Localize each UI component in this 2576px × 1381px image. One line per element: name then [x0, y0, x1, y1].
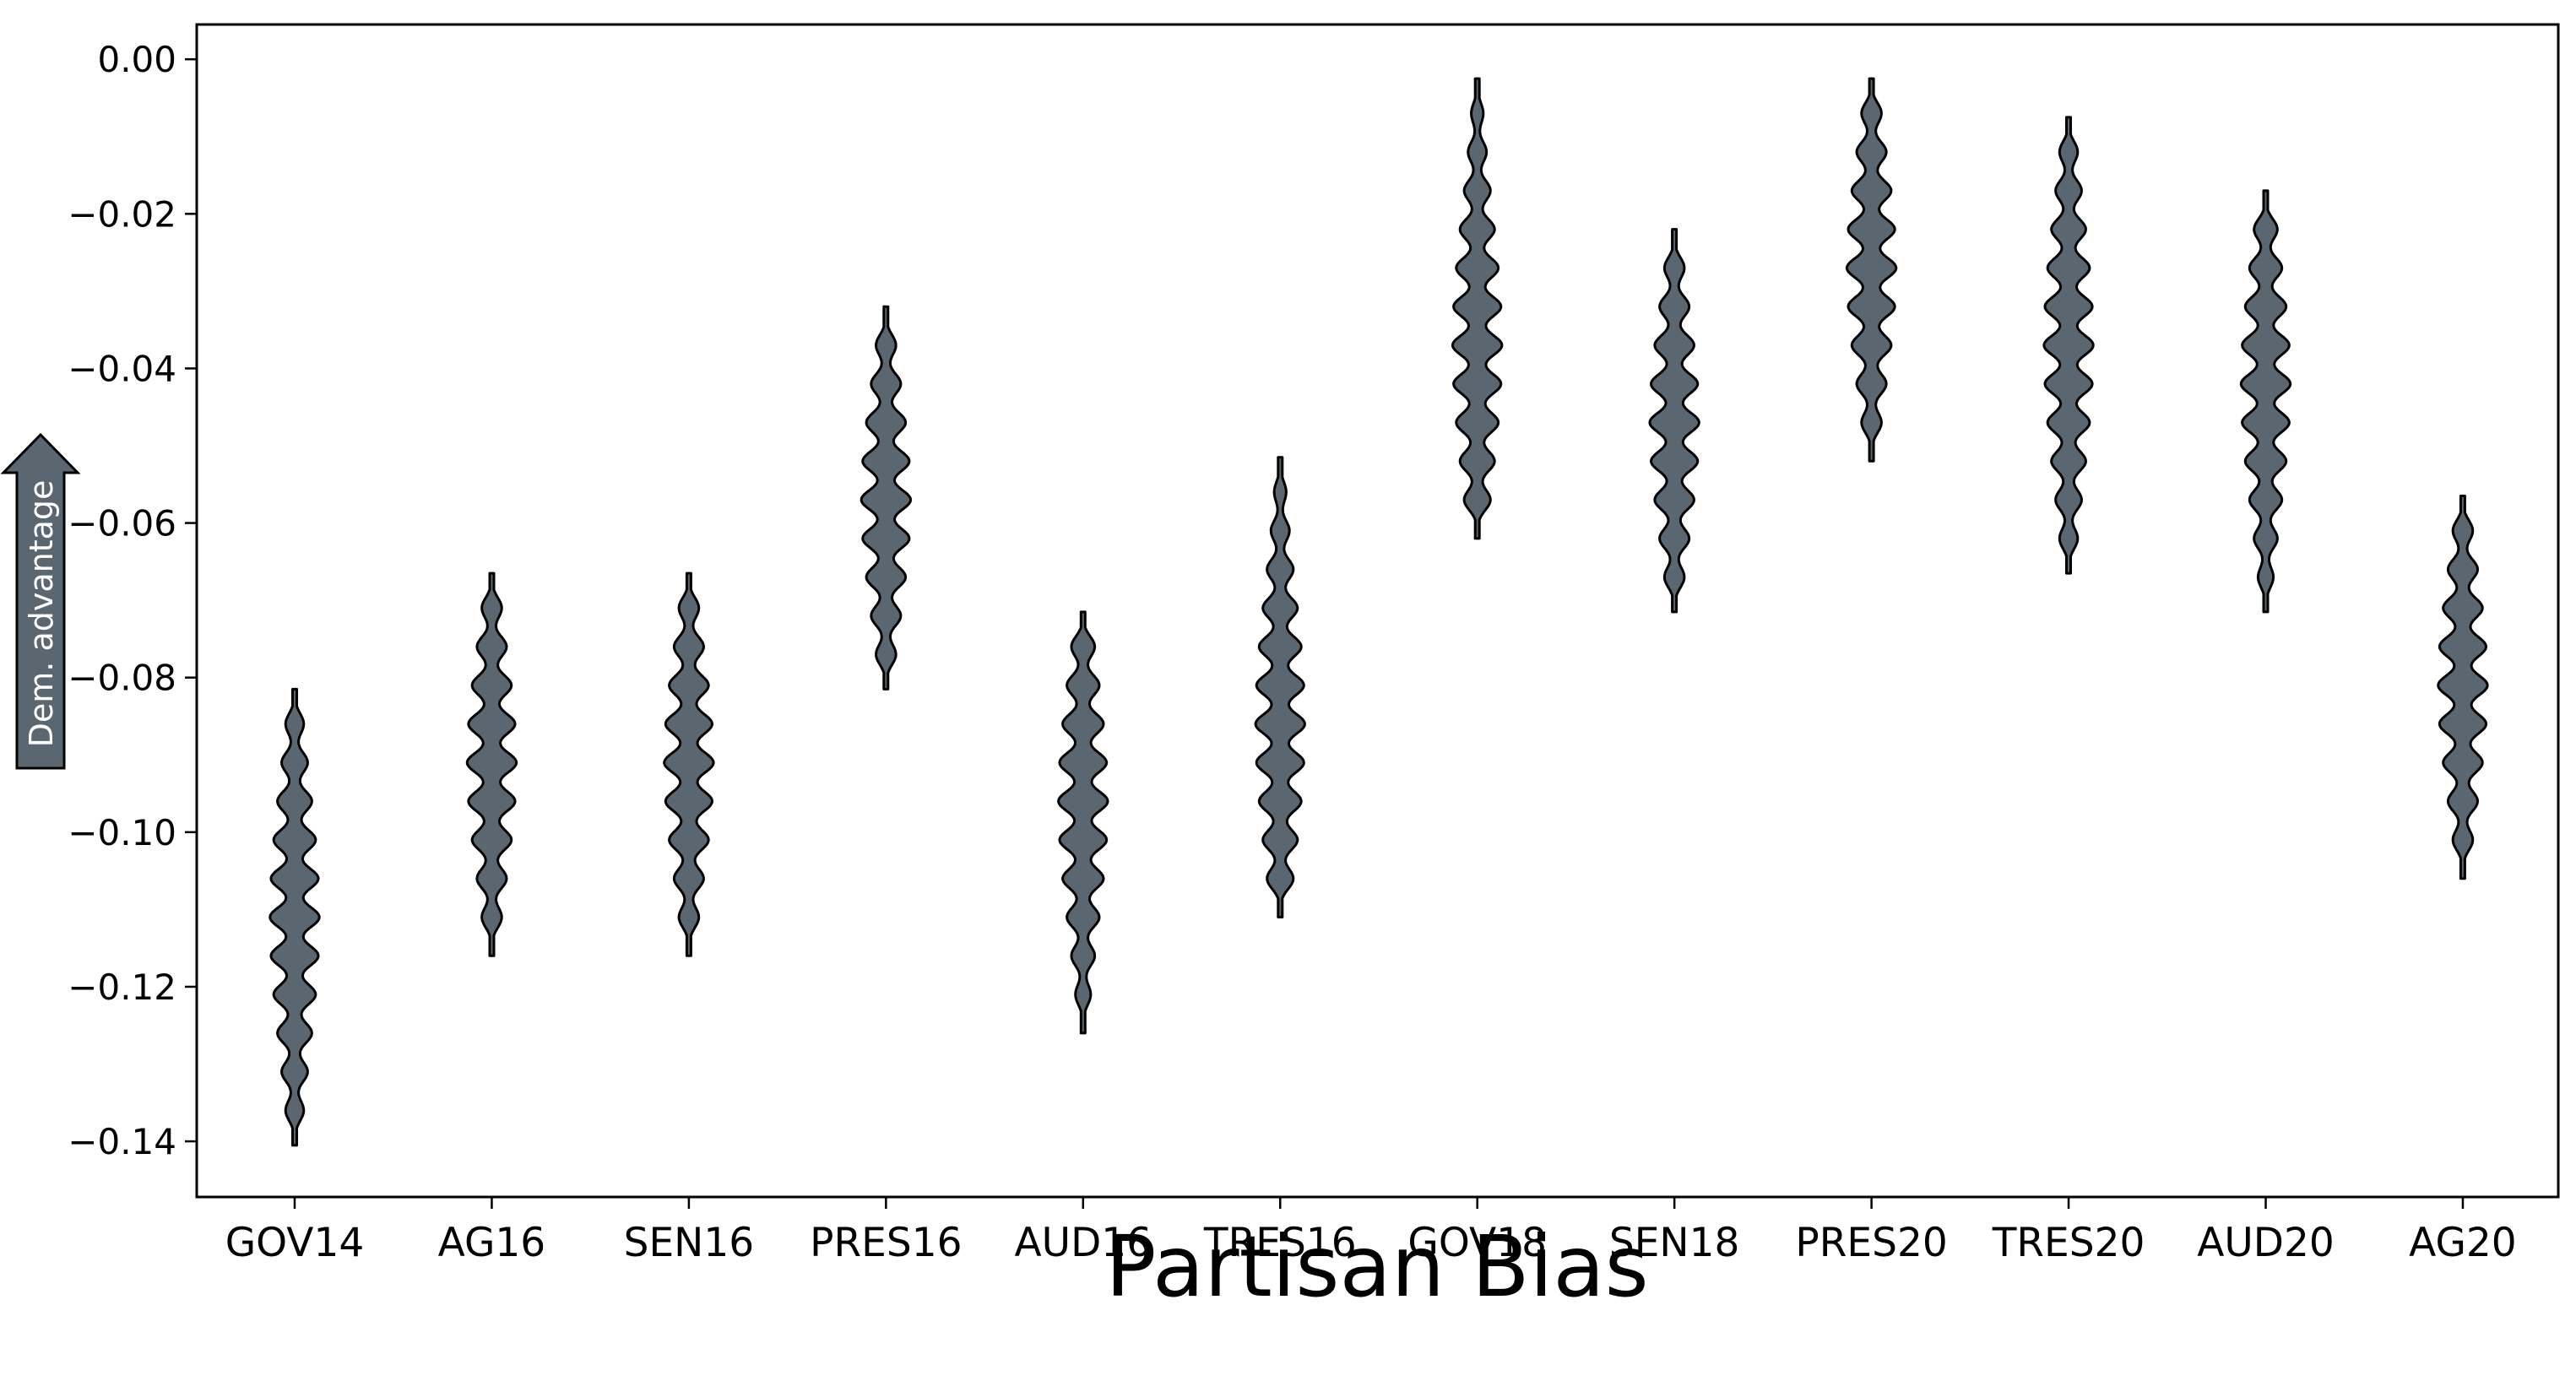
x-axis-label: Partisan Bias — [1105, 1217, 1649, 1316]
y-tick-label: −0.12 — [68, 967, 176, 1008]
y-tick-label: −0.14 — [68, 1121, 176, 1162]
x-tick-label: AG16 — [438, 1220, 546, 1266]
x-tick-label: AUD20 — [2197, 1220, 2335, 1266]
violin-tres16 — [1254, 456, 1306, 918]
x-tick-label: TRES20 — [1992, 1220, 2145, 1266]
up-arrow-icon — [0, 432, 81, 770]
y-tick-label: −0.10 — [68, 812, 176, 853]
x-tick-label: TRES16 — [1203, 1220, 1357, 1266]
violin-group — [268, 77, 2489, 1147]
x-axis: GOV14 AG16 SEN16 PRES16 AUD16 TRES16 GOV18 SEN1… — [225, 1197, 2517, 1266]
x-tick-label: GOV14 — [225, 1220, 365, 1266]
x-tick-label: AG20 — [2409, 1220, 2517, 1266]
x-tick-label: SEN16 — [624, 1220, 755, 1266]
y-tick-label: −0.08 — [68, 658, 176, 699]
x-tick-label: AUD16 — [1015, 1220, 1152, 1266]
y-axis: 0.00 −0.02 −0.04 −0.06 −0.08 −0.10 −0.12 −0.14 — [68, 39, 197, 1162]
x-tick-label: SEN18 — [1609, 1220, 1740, 1266]
y-tick-label: −0.02 — [68, 193, 176, 235]
violin-ag16 — [465, 571, 518, 957]
violin-aud16 — [1057, 610, 1109, 1035]
violin-gov14 — [268, 687, 321, 1147]
violin-aud20 — [2239, 189, 2292, 614]
dem-advantage-label: Dem. advantage — [23, 480, 60, 748]
violin-gov18 — [1451, 77, 1504, 540]
violin-tres20 — [2042, 116, 2095, 575]
plot-frame — [195, 23, 2560, 1199]
violin-sen18 — [1648, 228, 1700, 614]
x-tick-label: GOV18 — [1407, 1220, 1547, 1266]
violin-pres20 — [1845, 77, 1898, 463]
dem-advantage-annotation: Dem. advantage — [0, 432, 81, 770]
violin-sen16 — [663, 571, 715, 957]
violin-pres16 — [860, 305, 912, 690]
y-tick-label: −0.04 — [68, 348, 176, 389]
x-tick-label: PRES16 — [810, 1220, 962, 1266]
x-tick-label: PRES20 — [1795, 1220, 1947, 1266]
y-tick-label: −0.06 — [68, 503, 176, 544]
y-tick-label: 0.00 — [97, 39, 176, 80]
violin-ag20 — [2437, 495, 2489, 880]
